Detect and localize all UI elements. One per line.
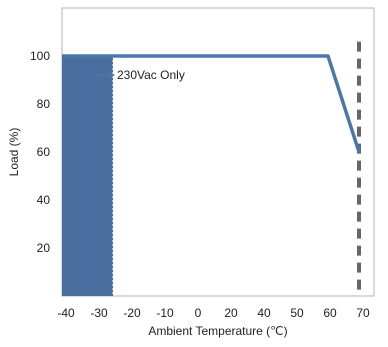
y-tick-label: 40 — [37, 193, 51, 207]
x-tick-label: 20 — [224, 306, 238, 320]
x-tick-label: 50 — [290, 306, 304, 320]
series-line — [62, 54, 361, 153]
annotation-arrow-head — [108, 71, 115, 79]
x-axis-label: Ambient Temperature (℃) — [148, 324, 287, 338]
x-tick-label: -20 — [123, 306, 141, 320]
y-tick-label: 80 — [37, 97, 51, 111]
x-tick-label: 70 — [356, 306, 370, 320]
x-tick-label: 40 — [257, 306, 271, 320]
x-tick-label: 60 — [323, 306, 337, 320]
shaded-region — [62, 56, 113, 296]
annotation-label: 230Vac Only — [117, 68, 185, 82]
y-tick-label: 100 — [30, 49, 50, 63]
x-tick-label: 0 — [195, 306, 202, 320]
y-tick-label: 20 — [37, 241, 51, 255]
x-tick-label: -40 — [57, 306, 75, 320]
x-tick-label: -10 — [156, 306, 174, 320]
y-axis-label: Load (%) — [7, 128, 21, 177]
y-tick-label: 60 — [37, 145, 51, 159]
x-tick-label: -30 — [90, 306, 108, 320]
